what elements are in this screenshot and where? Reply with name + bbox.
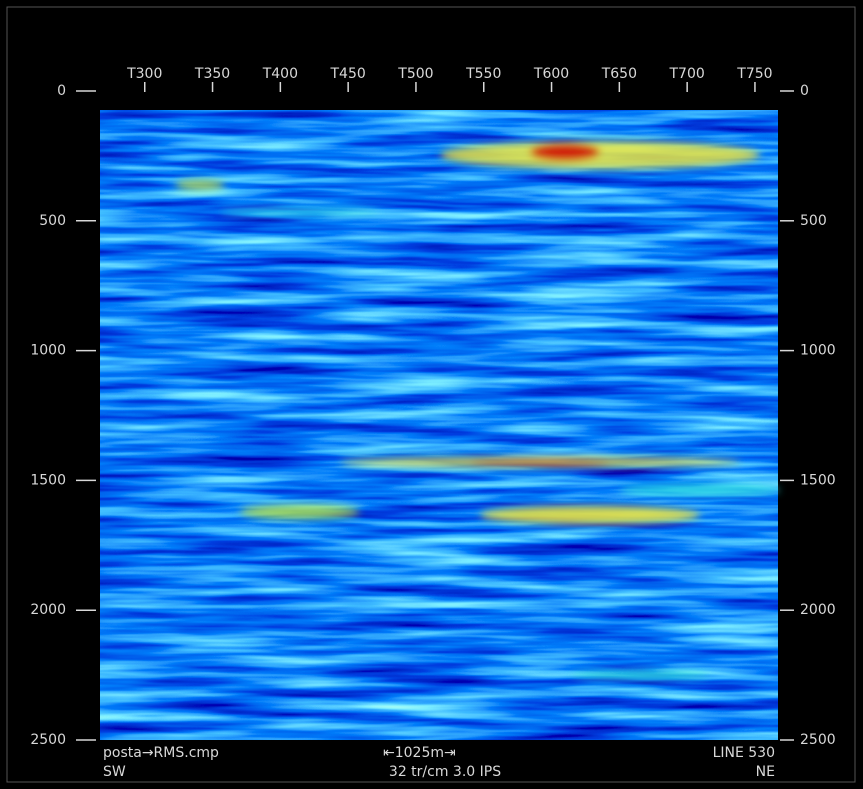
y-tick-label-left: 0	[57, 83, 66, 99]
y-tick-label-right: 2000	[800, 602, 836, 618]
seismic-texture	[100, 110, 778, 740]
y-tick-label-left: 1500	[30, 472, 66, 488]
x-tick-label: T450	[330, 66, 366, 82]
annotation: 32 tr/cm 3.0 IPS	[389, 764, 501, 780]
y-tick-label-left: 500	[39, 213, 66, 229]
amplitude-highlights	[175, 141, 780, 679]
y-tick-label-right: 1500	[800, 472, 836, 488]
x-tick-label: T400	[262, 66, 298, 82]
y-tick-label-right: 1000	[800, 343, 836, 359]
frame	[6, 6, 856, 783]
annotation: LINE 530	[713, 745, 775, 761]
annotation: SW	[103, 764, 126, 780]
annotation: posta→RMS.cmp	[103, 745, 219, 761]
x-tick-label: T300	[126, 66, 162, 82]
y-tick-label-right: 500	[800, 213, 827, 229]
y-tick-label-right: 0	[800, 83, 809, 99]
annotation: ⇤1025m⇥	[383, 745, 456, 761]
x-tick-label: T350	[194, 66, 230, 82]
y-tick-label-right: 2500	[800, 732, 836, 748]
x-tick-label: T600	[533, 66, 569, 82]
x-tick-label: T550	[465, 66, 501, 82]
x-tick-label: T500	[397, 66, 433, 82]
x-tick-label: T650	[601, 66, 637, 82]
y-tick-label-left: 1000	[30, 343, 66, 359]
annotation: NE	[756, 764, 775, 780]
x-tick-label: T700	[669, 66, 705, 82]
y-tick-label-left: 2000	[30, 602, 66, 618]
x-tick-label: T750	[736, 66, 772, 82]
seismic-image	[100, 110, 780, 740]
y-tick-label-left: 2500	[30, 732, 66, 748]
